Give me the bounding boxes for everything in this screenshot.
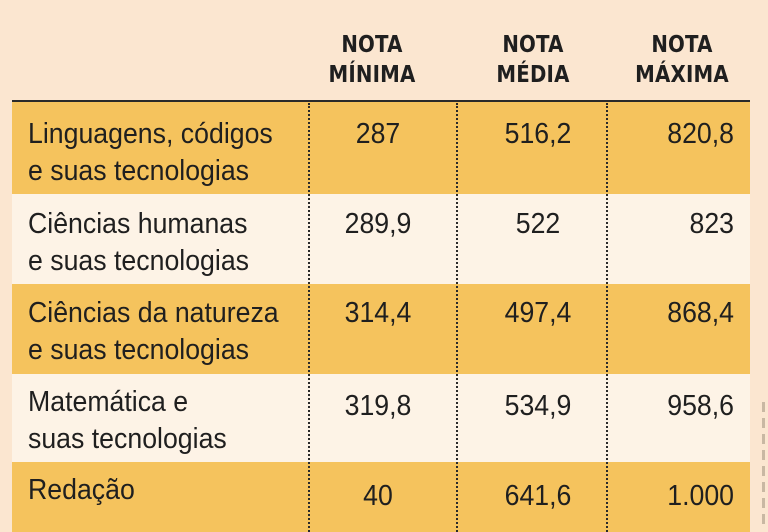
cell-max: 1.000: [667, 480, 734, 512]
scores-table: NOTA MÍNIMA NOTA MÉDIA NOTA MÁXIMA Lingu…: [12, 0, 750, 532]
row-label: Matemática e suas tecnologias: [28, 386, 227, 455]
column-separator: [308, 103, 310, 532]
table-row: Redação 40 641,6 1.000: [12, 462, 750, 532]
cell-min: 319,8: [344, 390, 412, 422]
table-row: Ciências humanas e suas tecnologias 289,…: [12, 194, 750, 284]
cell-avg: 534,9: [504, 390, 572, 422]
row-label: Ciências humanas e suas tecnologias: [28, 208, 250, 277]
table-row: Ciências da natureza e suas tecnologias …: [12, 284, 750, 374]
table-row: Linguagens, códigos e suas tecnologias 2…: [12, 102, 750, 194]
column-separator: [606, 103, 608, 532]
row-label: Ciências da natureza e suas tecnologias: [28, 297, 279, 366]
cell-max: 868,4: [667, 297, 734, 329]
row-label: Redação: [28, 474, 135, 506]
header-nota-maxima: NOTA MÁXIMA: [618, 30, 747, 90]
table-header: NOTA MÍNIMA NOTA MÉDIA NOTA MÁXIMA: [12, 0, 750, 100]
cell-min: 314,4: [344, 297, 412, 329]
row-label: Linguagens, códigos e suas tecnologias: [28, 118, 273, 187]
header-divider: [12, 100, 750, 102]
column-separator: [456, 103, 458, 532]
header-line: NOTA: [651, 32, 713, 58]
header-line: NOTA: [341, 32, 403, 58]
header-nota-media: NOTA MÉDIA: [469, 30, 598, 90]
header-line: MÁXIMA: [635, 62, 729, 88]
cell-avg: 522: [515, 208, 561, 240]
cell-max: 823: [689, 208, 734, 240]
page-edge-decoration: [754, 402, 768, 532]
header-line: MÉDIA: [496, 62, 570, 88]
cell-max: 958,6: [667, 390, 734, 422]
cell-min: 287: [355, 118, 401, 150]
cell-avg: 516,2: [504, 118, 572, 150]
table-row: Matemática e suas tecnologias 319,8 534,…: [12, 374, 750, 462]
header-line: NOTA: [502, 32, 564, 58]
cell-avg: 497,4: [504, 297, 572, 329]
header-nota-minima: NOTA MÍNIMA: [312, 30, 432, 90]
cell-min: 40: [363, 480, 393, 512]
header-line: MÍNIMA: [328, 62, 416, 88]
cell-min: 289,9: [344, 208, 412, 240]
cell-avg: 641,6: [504, 480, 572, 512]
cell-max: 820,8: [667, 118, 734, 150]
